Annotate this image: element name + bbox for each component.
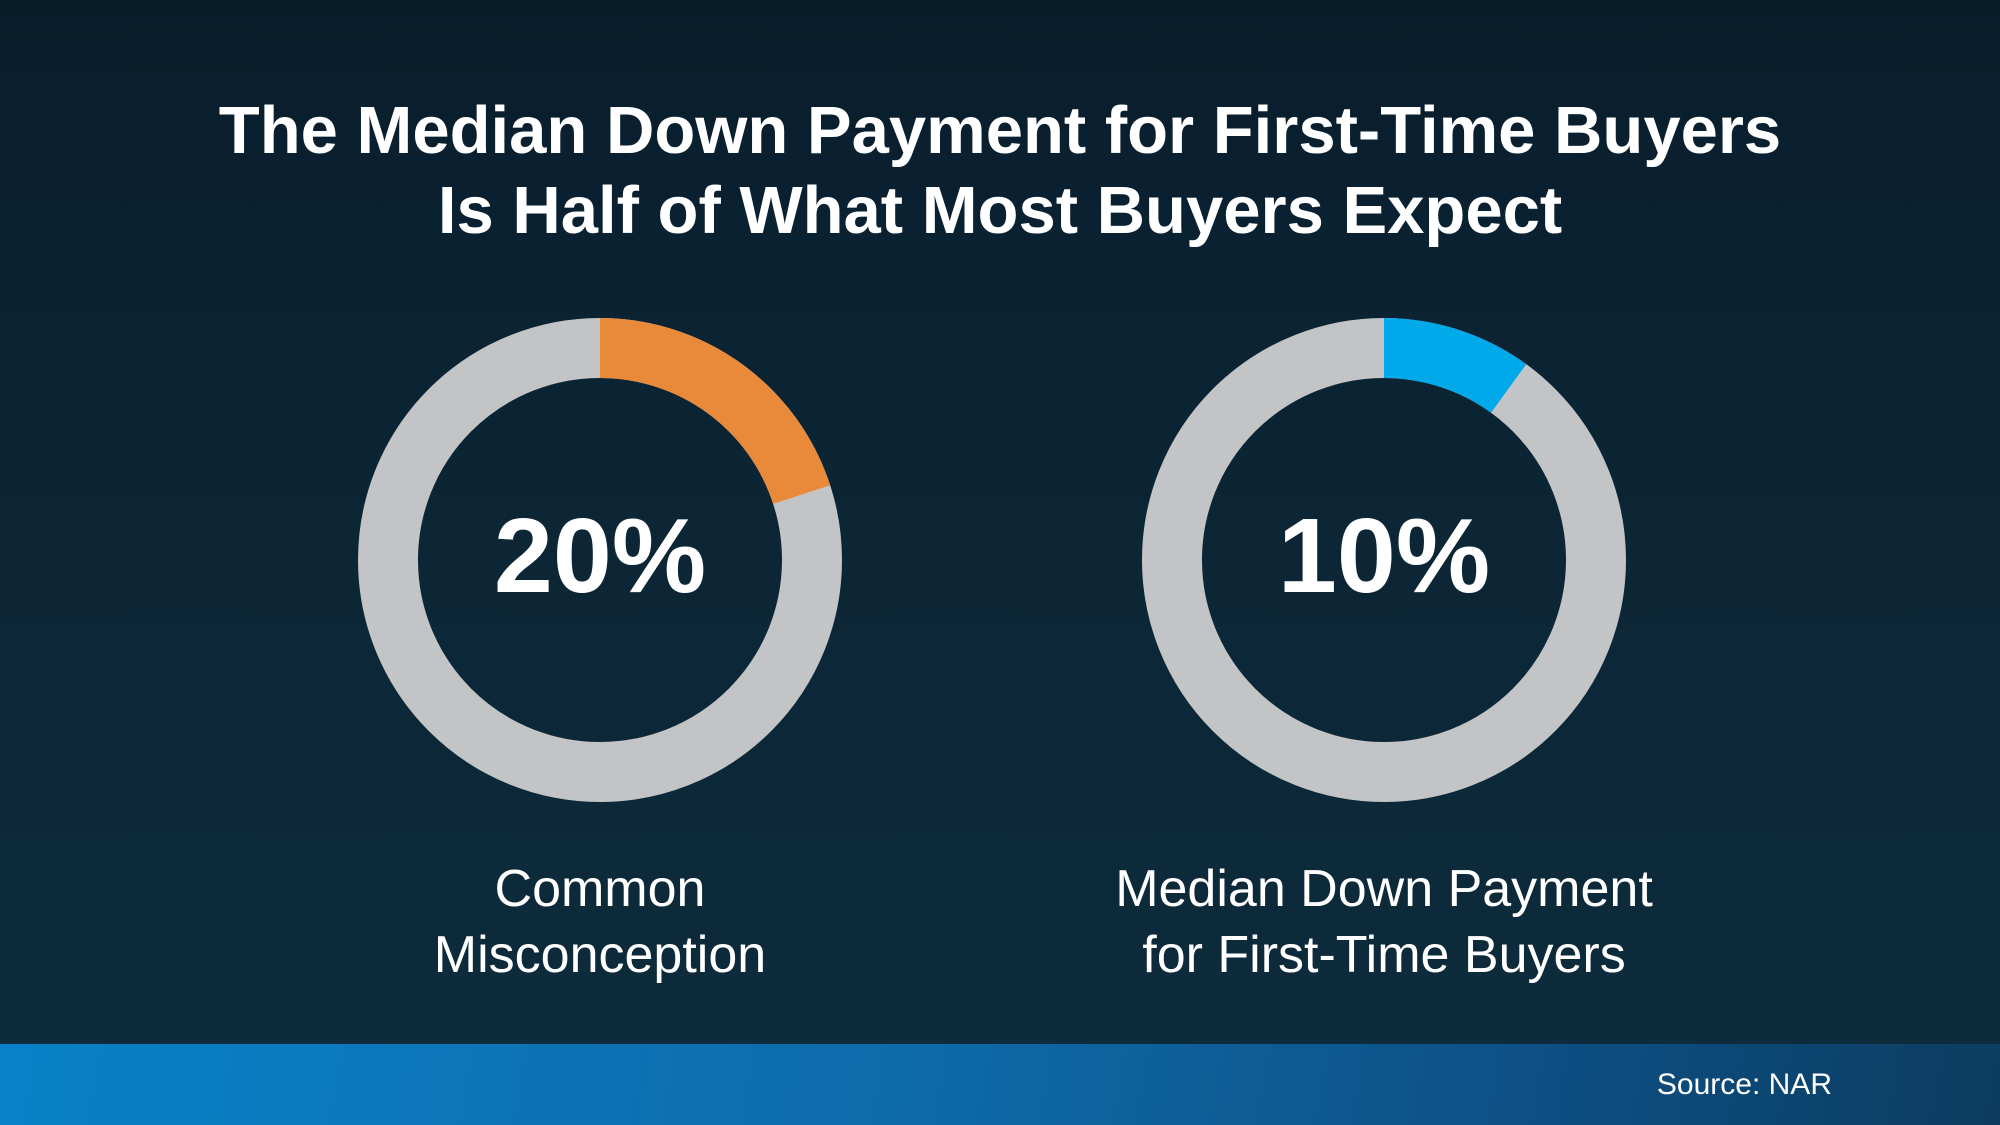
donut-arc <box>358 318 842 802</box>
caption-line: for First-Time Buyers <box>1142 926 1626 985</box>
donut-svg-right <box>1142 318 1626 802</box>
caption-line: Misconception <box>433 926 767 985</box>
donut-svg-left <box>358 318 842 802</box>
donut-center-value: 10% <box>1277 496 1491 615</box>
donut-chart-median-down-payment: 10% <box>1142 318 1626 802</box>
donut-caption-median-down-payment: Median Down Payment for First-Time Buyer… <box>1084 856 1684 988</box>
donut-chart-common-misconception: 20% <box>358 318 842 802</box>
page-title-line2: Is Half of What Most Buyers Expect <box>437 173 1563 249</box>
caption-line: Common <box>494 860 706 918</box>
page-title-line1: The Median Down Payment for First-Time B… <box>218 92 1782 168</box>
page-title: The Median Down Payment for First-Time B… <box>0 91 2000 252</box>
donut-caption-common-misconception: Common Misconception <box>300 856 900 988</box>
caption-line: Median Down Payment <box>1115 860 1653 918</box>
source-attribution: Source: NAR <box>1656 1067 1832 1101</box>
donut-arc <box>1142 318 1626 802</box>
donut-center-value: 20% <box>493 496 707 615</box>
footer-bar: Source: NAR <box>0 1044 2000 1125</box>
